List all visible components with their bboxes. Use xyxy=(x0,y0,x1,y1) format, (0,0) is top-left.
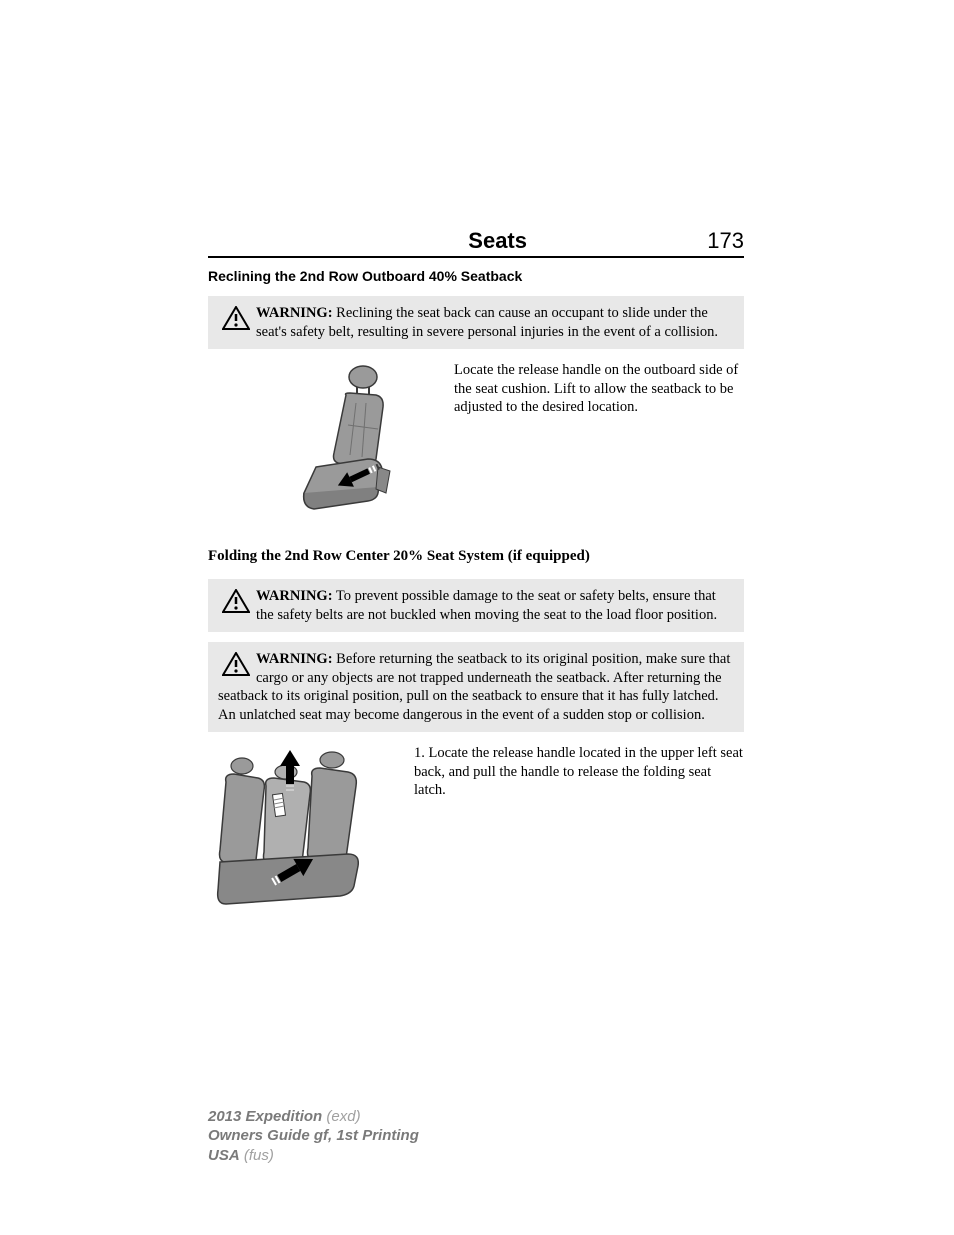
footer-line-2: Owners Guide gf, 1st Printing xyxy=(208,1126,419,1146)
warning-label: WARNING: xyxy=(256,651,333,667)
warning-box-folding-2: WARNING: Before returning the seatback t… xyxy=(208,642,744,732)
seat-recline-illustration xyxy=(268,359,438,534)
warning-text: WARNING: Reclining the seat back can cau… xyxy=(256,305,718,340)
section-title: Seats xyxy=(288,228,707,254)
footer-line-1: 2013 Expedition (exd) xyxy=(208,1107,419,1127)
reclining-illustration-row: Locate the release handle on the outboar… xyxy=(208,359,744,534)
folding-instruction: 1. Locate the release handle located in … xyxy=(414,742,744,800)
footer-region: USA xyxy=(208,1147,240,1164)
warning-label: WARNING: xyxy=(256,305,333,321)
warning-triangle-icon xyxy=(222,306,250,330)
seat-fold-illustration xyxy=(208,742,398,932)
warning-triangle-icon xyxy=(222,652,250,676)
page-header: Seats 173 xyxy=(208,228,744,258)
manual-page: Seats 173 Reclining the 2nd Row Outboard… xyxy=(0,0,954,1235)
warning-box-reclining: WARNING: Reclining the seat back can cau… xyxy=(208,296,744,349)
footer-code-2: (fus) xyxy=(240,1147,274,1164)
footer-code-1: (exd) xyxy=(322,1108,360,1125)
folding-illustration-row: 1. Locate the release handle located in … xyxy=(208,742,744,932)
reclining-instruction: Locate the release handle on the outboar… xyxy=(454,359,744,417)
footer-line-3: USA (fus) xyxy=(208,1146,419,1166)
warning-triangle-icon xyxy=(222,589,250,613)
warning-text: WARNING: Before returning the seatback t… xyxy=(218,651,730,723)
page-footer: 2013 Expedition (exd) Owners Guide gf, 1… xyxy=(208,1107,419,1166)
warning-box-folding-1: WARNING: To prevent possible damage to t… xyxy=(208,579,744,632)
heading-reclining: Reclining the 2nd Row Outboard 40% Seatb… xyxy=(208,268,744,284)
warning-label: WARNING: xyxy=(256,588,333,604)
page-number: 173 xyxy=(707,228,744,254)
heading-folding: Folding the 2nd Row Center 20% Seat Syst… xyxy=(208,548,744,565)
footer-vehicle: 2013 Expedition xyxy=(208,1108,322,1125)
warning-text: WARNING: To prevent possible damage to t… xyxy=(256,588,717,623)
